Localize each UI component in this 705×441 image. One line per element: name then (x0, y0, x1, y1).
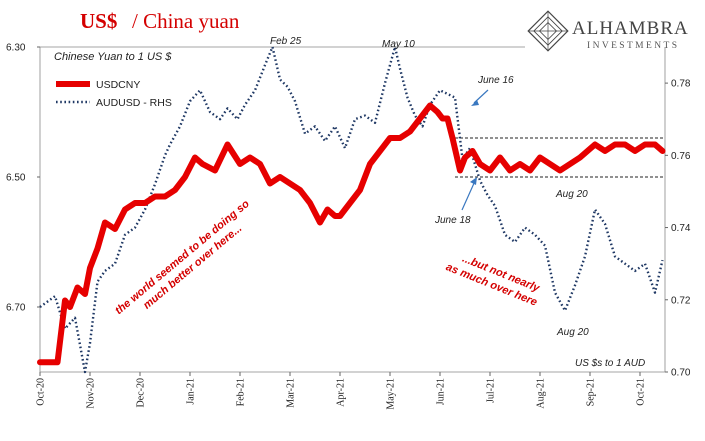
annotation-aug20-cny: Aug 20 (555, 189, 588, 200)
x-tick-label: Aug-21 (536, 378, 547, 409)
commentary-left: the world seemed to be doing so much bet… (113, 198, 252, 317)
series-line-usdcny (37, 102, 666, 366)
logo-tagline: INVESTMENTS (587, 41, 679, 51)
x-tick-label: Oct-20 (36, 378, 47, 406)
x-tick-label: Dec-20 (136, 378, 147, 407)
alhambra-logo: ALHAMBRA INVESTMENTS (527, 10, 689, 52)
x-tick-label: Nov-20 (86, 378, 97, 409)
annotation-june18: June 18 (434, 215, 471, 226)
left-axis-ticks: 6.30 6.50 6.70 (6, 43, 40, 314)
x-tick-label: Apr-21 (336, 378, 347, 407)
chart-subtitle: Chinese Yuan to 1 US $ (54, 51, 172, 63)
left-tick-label: 6.70 (6, 303, 26, 314)
x-tick-label: Mar-21 (286, 378, 297, 408)
logo-name: ALHAMBRA (572, 18, 689, 39)
x-tick-label: May-21 (386, 378, 397, 410)
x-tick-label: Sep-21 (586, 378, 597, 406)
x-tick-label: Jul-21 (486, 378, 497, 403)
legend-label-usdcny: USDCNY (96, 79, 140, 91)
annotation-aug20-aud: Aug 20 (556, 327, 589, 338)
annotation-june16: June 16 (477, 75, 514, 86)
chart-title-primary: US$ (80, 9, 117, 33)
annotation-june16-arrowhead-icon (471, 100, 479, 106)
right-tick-label: 0.78 (671, 79, 691, 90)
x-tick-label: Jan-21 (186, 378, 197, 405)
series-layer (37, 45, 666, 374)
annotation-feb25: Feb 25 (270, 36, 302, 47)
right-axis-unit-note: US $s to 1 AUD (575, 358, 645, 369)
x-tick-label: Oct-21 (636, 378, 647, 406)
annotations: Feb 25 May 10 June 16 June 18 Aug 20 Aug… (270, 36, 589, 338)
commentary-right: ...but not nearly as much over here (444, 253, 542, 309)
x-axis-ticks: Oct-20 Nov-20 Dec-20 Jan-21 Feb-21 Mar-21 Apr-… (36, 372, 647, 410)
annotation-june18-arrowhead-icon (470, 177, 477, 185)
chart-title-secondary: / China yuan (132, 9, 240, 33)
commentary-left-line2: much better over here... (141, 222, 244, 311)
reference-lines (455, 137, 665, 178)
x-tick-label: Feb-21 (236, 378, 247, 406)
annotation-june18-arrow (461, 180, 476, 211)
legend: USDCNY AUDUSD - RHS (56, 79, 172, 109)
x-tick-label: Jun-21 (436, 378, 447, 405)
left-tick-label: 6.30 (6, 43, 26, 54)
series-line-audusd (39, 45, 664, 374)
right-axis-ticks: 0.78 0.76 0.74 0.72 0.70 (665, 79, 691, 379)
legend-label-audusd: AUDUSD - RHS (96, 97, 172, 109)
left-tick-label: 6.50 (6, 173, 26, 184)
logo-diamond-icon (527, 10, 569, 52)
annotation-may10: May 10 (382, 39, 415, 50)
right-tick-label: 0.72 (671, 295, 691, 306)
right-tick-label: 0.70 (671, 368, 691, 379)
right-tick-label: 0.76 (671, 151, 691, 162)
right-tick-label: 0.74 (671, 223, 691, 234)
commentary-left-line1: the world seemed to be doing so (113, 198, 252, 317)
